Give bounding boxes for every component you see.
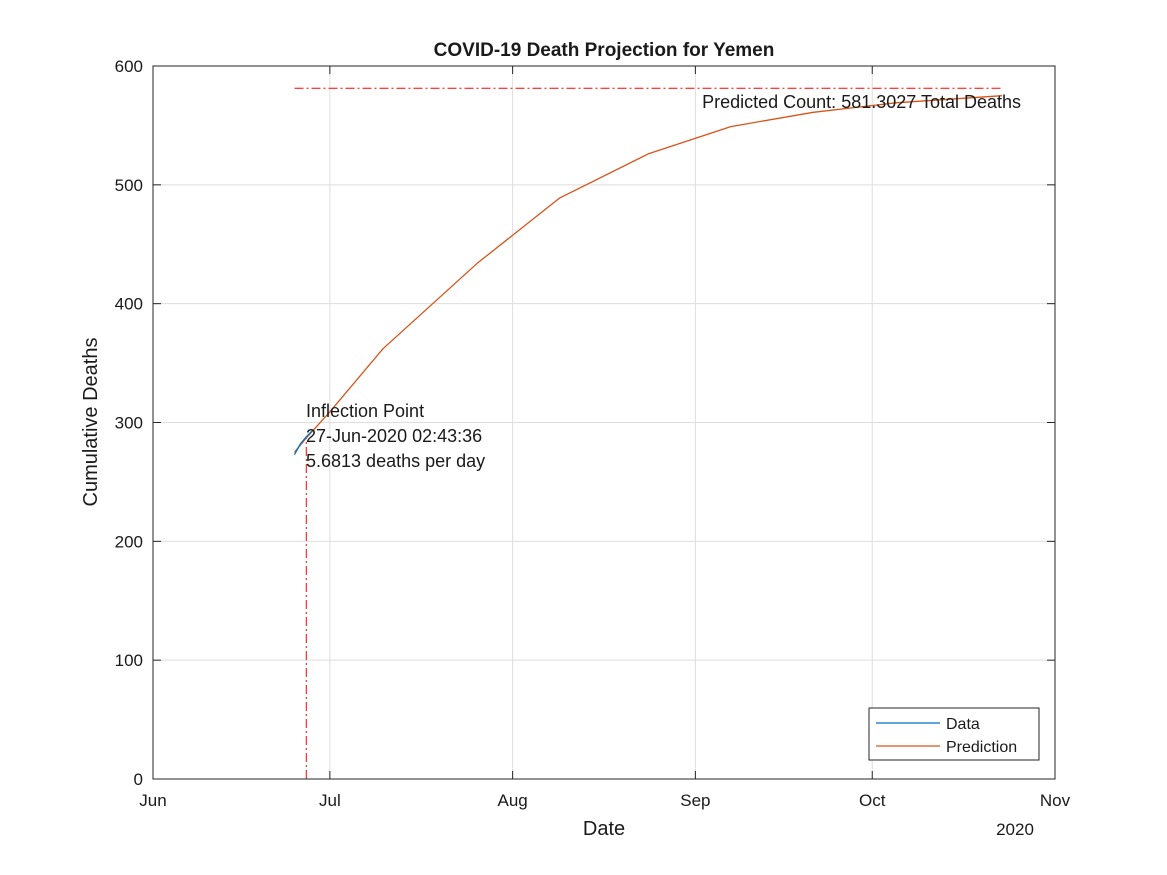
x-tick-label: Aug [497, 791, 527, 810]
y-tick-label: 600 [115, 57, 143, 76]
x-tick-label: Nov [1040, 791, 1071, 810]
ticks: Jun Jul Aug Sep Oct Nov 0 100 200 300 400 500 600 [115, 57, 1071, 810]
y-tick-label: 100 [115, 651, 143, 670]
legend-label-prediction: Prediction [946, 739, 1017, 756]
y-axis-label: Cumulative Deaths [80, 338, 102, 507]
inflection-time-annotation: 27-Jun-2020 02:43:36 [306, 426, 482, 446]
series-layer [293, 95, 1002, 455]
legend: Data Prediction [868, 707, 1040, 761]
x-tick-label: Sep [680, 791, 710, 810]
inflection-rate-annotation: 5.6813 deaths per day [306, 451, 485, 471]
grid [153, 66, 1055, 779]
x-tick-label: Oct [859, 791, 886, 810]
y-tick-label: 300 [115, 414, 143, 433]
legend-box [868, 707, 1040, 761]
chart-title: COVID-19 Death Projection for Yemen [434, 40, 775, 61]
inflection-title-annotation: Inflection Point [306, 401, 424, 421]
y-tick-label: 500 [115, 176, 143, 195]
x-axis-label: Date [583, 818, 625, 840]
x-tick-label: Jul [319, 791, 341, 810]
y-tick-label: 200 [115, 532, 143, 551]
x-tick-label: Jun [139, 791, 166, 810]
y-tick-label: 400 [115, 295, 143, 314]
x-year-label: 2020 [996, 820, 1034, 839]
reference-lines [294, 87, 1002, 779]
series-line-data [293, 430, 313, 455]
y-tick-label: 0 [134, 770, 143, 789]
predicted-count-annotation: Predicted Count: 581.3027 Total Deaths [702, 92, 1021, 112]
series-line-prediction [293, 95, 1002, 453]
legend-label-data: Data [946, 716, 980, 733]
